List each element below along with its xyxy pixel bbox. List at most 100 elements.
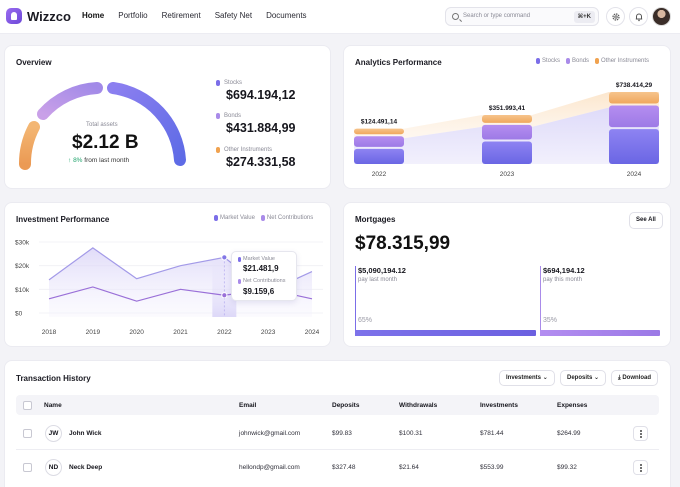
row-expenses: $99.32 bbox=[557, 464, 577, 471]
point-market-value bbox=[221, 254, 228, 261]
see-all-button[interactable]: See All bbox=[629, 212, 663, 229]
select-all-checkbox[interactable] bbox=[23, 401, 32, 410]
notifications-button[interactable] bbox=[629, 7, 648, 26]
bell-icon bbox=[635, 13, 642, 21]
legend-pin-icon bbox=[536, 58, 540, 64]
legend-label: Net Contributions bbox=[266, 215, 314, 221]
analytics-title: Analytics Performance bbox=[355, 58, 442, 67]
x-tick-label: 2018 bbox=[42, 329, 57, 336]
col-withdrawals[interactable]: Withdrawals bbox=[399, 402, 438, 409]
avatar: ND bbox=[45, 459, 62, 476]
total-assets-value: $2.12 B bbox=[72, 132, 139, 153]
nav-retirement[interactable]: Retirement bbox=[161, 11, 201, 20]
row-divider bbox=[16, 449, 659, 450]
bar-stocks-2023 bbox=[482, 141, 532, 164]
chevron-down-icon: ⌄ bbox=[594, 375, 600, 381]
gauge-arc-bonds bbox=[37, 82, 103, 120]
change-text: from last month bbox=[84, 157, 130, 164]
search-input[interactable]: Search or type command ⌘+K bbox=[445, 7, 599, 26]
x-tick-label: 2022 bbox=[217, 329, 232, 336]
legend-label: Other Instruments bbox=[601, 58, 650, 64]
tooltip-mv-label: Market Value bbox=[243, 256, 275, 262]
search-icon bbox=[452, 13, 459, 20]
legend-pin-icon bbox=[566, 58, 571, 64]
row-deposits: $99.83 bbox=[332, 430, 352, 437]
total-assets-label: Total assets bbox=[86, 122, 118, 128]
legend-label: Stocks bbox=[542, 58, 561, 64]
filter-deposits-dropdown[interactable]: Deposits ⌄ bbox=[560, 370, 607, 386]
mortgage-label: pay this month bbox=[543, 277, 583, 283]
x-tick-label: 2024 bbox=[627, 171, 642, 178]
transactions-card bbox=[4, 360, 671, 487]
chart-tooltip: Market Value $21.481,9 Net Contributions… bbox=[231, 251, 297, 301]
mortgage-label: pay last month bbox=[358, 277, 398, 283]
chevron-down-icon: ⌄ bbox=[542, 375, 548, 381]
mortgage-last-month: $5,090,194.12 pay last month 65% bbox=[355, 266, 536, 336]
row-investments: $781.44 bbox=[480, 430, 504, 437]
search-shortcut: ⌘+K bbox=[573, 11, 595, 23]
overview-title: Overview bbox=[16, 58, 52, 67]
x-tick-label: 2022 bbox=[372, 171, 387, 178]
point-net-contributions bbox=[221, 292, 228, 299]
settings-button[interactable] bbox=[606, 7, 625, 26]
row-expenses: $264.99 bbox=[557, 430, 581, 437]
analytics-chart: $124.491,14 2022 $351.993,41 2023 $738.414,2… bbox=[354, 82, 659, 178]
mortgage-bar bbox=[355, 330, 536, 336]
investment-title: Investment Performance bbox=[16, 215, 110, 224]
row-investments: $553.99 bbox=[480, 464, 504, 471]
col-expenses[interactable]: Expenses bbox=[557, 402, 588, 409]
tooltip-pin-icon bbox=[238, 256, 241, 262]
row-menu-button[interactable] bbox=[633, 426, 648, 441]
bar-stocks-2024 bbox=[609, 129, 659, 164]
logo-icon bbox=[6, 8, 22, 24]
legend-pin-icon bbox=[260, 215, 265, 221]
mortgage-edge bbox=[355, 266, 356, 336]
legend-pin-icon bbox=[595, 58, 600, 64]
assets-gauge bbox=[18, 82, 186, 170]
asset-stocks: Stocks $694.194,12 bbox=[216, 80, 296, 102]
bar-total-label: $124.491,14 bbox=[361, 119, 398, 126]
row-withdrawals: $21.64 bbox=[399, 464, 419, 471]
app-logo[interactable]: Wizzco bbox=[6, 8, 71, 24]
main-nav: Home Portfolio Retirement Safety Net Doc… bbox=[82, 11, 321, 20]
x-tick-label: 2023 bbox=[261, 329, 276, 336]
nav-portfolio[interactable]: Portfolio bbox=[118, 11, 148, 20]
row-email: johnwick@gmail.com bbox=[239, 430, 301, 437]
x-tick-label: 2021 bbox=[173, 329, 188, 336]
analytics-legend: Stocks Bonds Other Instruments bbox=[536, 58, 649, 64]
filter-investments-dropdown[interactable]: Investments ⌄ bbox=[499, 370, 555, 386]
mortgages-title: Mortgages bbox=[355, 215, 396, 224]
nav-home[interactable]: Home bbox=[82, 11, 105, 20]
change-percent: 8% bbox=[73, 157, 83, 164]
row-name: Neck Deep bbox=[69, 464, 103, 471]
asset-label: Stocks bbox=[224, 80, 243, 86]
nav-safety-net[interactable]: Safety Net bbox=[214, 11, 253, 20]
col-name[interactable]: Name bbox=[44, 402, 62, 409]
asset-bonds: Bonds $431.884,99 bbox=[216, 113, 296, 135]
legend-pin-icon bbox=[214, 215, 218, 221]
asset-label: Other Instruments bbox=[224, 147, 273, 153]
row-menu-button[interactable] bbox=[633, 460, 648, 475]
col-deposits[interactable]: Deposits bbox=[332, 402, 360, 409]
bar-total-label: $351.993,41 bbox=[489, 105, 526, 112]
legend-label: Market Value bbox=[220, 215, 255, 221]
mortgage-percent: 35% bbox=[543, 317, 558, 324]
nav-documents[interactable]: Documents bbox=[266, 11, 307, 20]
user-avatar[interactable] bbox=[652, 7, 671, 26]
total-assets-change: ↑ 8% from last month bbox=[68, 157, 129, 164]
y-tick-label: $30k bbox=[15, 240, 30, 247]
x-tick-label: 2023 bbox=[500, 171, 515, 178]
bonds-pin-icon bbox=[216, 113, 220, 119]
bar-total-label: $738.414,29 bbox=[616, 82, 653, 89]
col-email[interactable]: Email bbox=[239, 402, 257, 409]
row-withdrawals: $100.31 bbox=[399, 430, 423, 437]
tooltip-mv-value: $21.481,9 bbox=[243, 264, 279, 273]
search-placeholder: Search or type command bbox=[463, 13, 531, 19]
download-button[interactable]: ⤓ Download bbox=[611, 370, 658, 386]
col-investments[interactable]: Investments bbox=[480, 402, 518, 409]
other-pin-icon bbox=[216, 147, 220, 153]
bar-bonds-2024 bbox=[609, 105, 659, 128]
row-checkbox[interactable] bbox=[23, 429, 32, 438]
bar-bonds-2023 bbox=[482, 124, 532, 140]
row-checkbox[interactable] bbox=[23, 463, 32, 472]
